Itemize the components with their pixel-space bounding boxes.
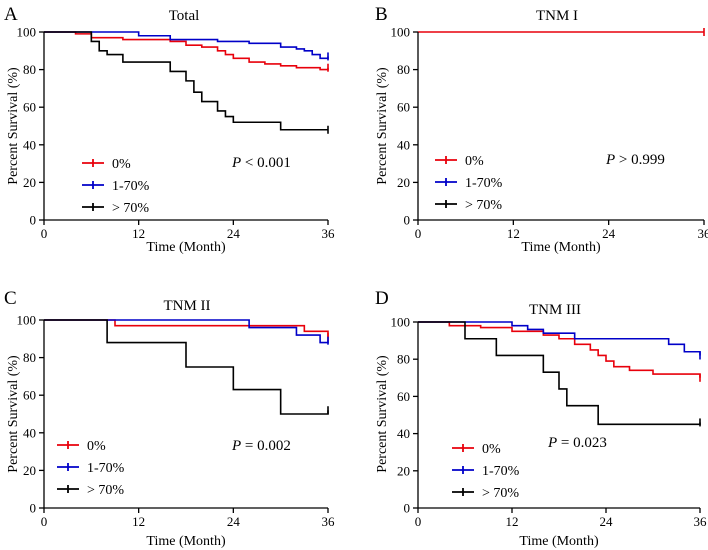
panel-title: TNM II <box>163 298 210 314</box>
y-tick-label: 20 <box>397 463 410 478</box>
y-tick-label: 20 <box>397 175 410 190</box>
y-tick-label: 40 <box>397 137 410 152</box>
panel-letter: A <box>4 4 18 25</box>
y-tick-label: 0 <box>30 501 37 516</box>
y-tick-label: 0 <box>404 501 411 516</box>
legend-label: > 70% <box>465 198 502 213</box>
x-tick-label: 24 <box>227 226 241 241</box>
p-value: P = 0.002 <box>231 438 291 454</box>
legend-label: 1-70% <box>482 464 520 479</box>
x-tick-label: 24 <box>602 226 616 241</box>
legend-item: 0% <box>57 439 106 454</box>
legend-item: > 70% <box>452 486 519 501</box>
x-tick-label: 36 <box>698 226 708 241</box>
y-tick-label: 80 <box>397 62 410 77</box>
x-axis-label: Time (Month) <box>519 534 599 549</box>
panel-letter: C <box>4 288 17 309</box>
p-value: P = 0.023 <box>547 435 607 451</box>
panel-title: TNM III <box>529 302 581 318</box>
y-tick-label: 100 <box>17 313 37 328</box>
x-tick-label: 0 <box>415 514 422 529</box>
y-tick-label: 80 <box>23 62 36 77</box>
panel-letter: D <box>375 288 389 309</box>
survival-line-low <box>44 319 329 344</box>
y-tick-label: 40 <box>23 137 36 152</box>
y-tick-label: 100 <box>391 315 411 330</box>
legend-item: > 70% <box>57 483 124 498</box>
y-tick-label: 20 <box>23 175 36 190</box>
x-axis-label: Time (Month) <box>146 240 226 255</box>
legend-item: 0% <box>452 442 501 457</box>
survival-line-high <box>418 321 701 426</box>
y-tick-label: 20 <box>23 463 36 478</box>
survival-line-low <box>44 31 329 60</box>
x-tick-label: 36 <box>694 514 708 529</box>
legend-item: > 70% <box>82 201 149 216</box>
x-axis-label: Time (Month) <box>521 240 601 255</box>
legend-label: > 70% <box>482 486 519 501</box>
legend-label: 0% <box>482 442 501 457</box>
panel-letter: B <box>375 4 388 25</box>
y-axis-label: Percent Survival (%) <box>6 355 21 473</box>
y-tick-label: 40 <box>23 425 36 440</box>
y-tick-label: 60 <box>23 100 36 115</box>
panel-d: D TNM III 0 20 40 60 80 100 0 12 24 36 Time (Month) P… <box>375 288 707 549</box>
survival-line-low <box>418 321 701 356</box>
p-value: P > 0.999 <box>605 152 665 168</box>
y-axis-label: Percent Survival (%) <box>6 67 21 185</box>
y-axis-label: Percent Survival (%) <box>375 67 390 185</box>
panel-b: B TNM I 0 20 40 60 80 100 0 12 24 36 Time (Month) Per… <box>375 4 708 255</box>
legend-item: 0% <box>82 157 131 172</box>
survival-line-high <box>44 319 329 415</box>
survival-line-zero <box>418 321 701 378</box>
legend-item: 1-70% <box>57 461 125 476</box>
y-tick-label: 40 <box>397 426 410 441</box>
panel-a: A Total 0 20 40 60 80 100 0 12 24 36 Time (Month) Per… <box>4 4 335 255</box>
y-tick-label: 0 <box>30 213 37 228</box>
y-tick-label: 80 <box>397 352 410 367</box>
x-tick-label: 0 <box>415 226 422 241</box>
x-tick-label: 0 <box>41 226 48 241</box>
x-tick-label: 0 <box>41 514 48 529</box>
x-tick-label: 12 <box>132 226 145 241</box>
panel-title: TNM I <box>536 8 578 24</box>
x-tick-label: 36 <box>322 514 336 529</box>
x-axis-label: Time (Month) <box>146 534 226 549</box>
panel-title: Total <box>169 8 200 24</box>
y-tick-label: 100 <box>391 25 411 40</box>
legend-label: 0% <box>465 154 484 169</box>
y-tick-label: 0 <box>404 213 411 228</box>
y-tick-label: 60 <box>23 388 36 403</box>
legend-item: 1-70% <box>452 464 520 479</box>
x-tick-label: 12 <box>132 514 145 529</box>
y-tick-label: 60 <box>397 100 410 115</box>
survival-line-high <box>44 31 328 131</box>
x-tick-label: 24 <box>227 514 241 529</box>
legend-item: 1-70% <box>435 176 503 191</box>
x-tick-label: 12 <box>507 226 520 241</box>
legend-item: 1-70% <box>82 179 150 194</box>
y-tick-label: 60 <box>397 389 410 404</box>
survival-line-zero <box>44 31 329 71</box>
p-value: P < 0.001 <box>231 155 291 171</box>
y-axis-label: Percent Survival (%) <box>375 355 390 473</box>
x-tick-label: 36 <box>322 226 336 241</box>
legend-label: > 70% <box>112 201 149 216</box>
panel-c: C TNM II 0 20 40 60 80 100 0 12 24 36 Time (Month) Pe… <box>4 288 335 549</box>
legend-item: > 70% <box>435 198 502 213</box>
legend-label: > 70% <box>87 483 124 498</box>
legend-label: 1-70% <box>87 461 125 476</box>
x-tick-label: 24 <box>600 514 614 529</box>
survival-line-zero <box>44 319 329 337</box>
legend-item: 0% <box>435 154 484 169</box>
x-tick-label: 12 <box>506 514 519 529</box>
legend-label: 0% <box>112 157 131 172</box>
y-tick-label: 100 <box>17 25 37 40</box>
legend-label: 0% <box>87 439 106 454</box>
legend-label: 1-70% <box>112 179 150 194</box>
y-tick-label: 80 <box>23 350 36 365</box>
legend-label: 1-70% <box>465 176 503 191</box>
